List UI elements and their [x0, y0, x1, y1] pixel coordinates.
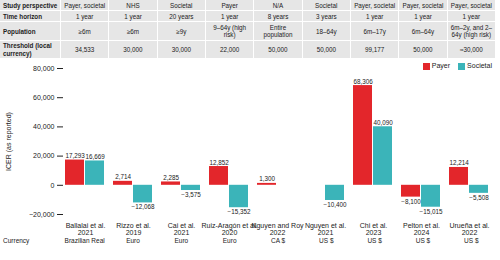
html-text:Time horizon: Time horizon [3, 12, 43, 20]
html-text:Population: Population [3, 27, 36, 35]
svg-text:0: 0 [51, 182, 55, 189]
svg-text:40,000: 40,000 [33, 124, 55, 131]
html-text:6m–64y: 6m–64y [411, 27, 435, 35]
html-text:1 year: 1 year [220, 12, 239, 20]
svg-text:−8,100: −8,100 [401, 198, 421, 205]
svg-text:Nguyen et al.2021: Nguyen et al.2021 [305, 223, 346, 237]
html-text:CA $: CA $ [270, 237, 285, 245]
html-text:Euro: Euro [174, 237, 189, 245]
html-text:22,000: 22,000 [220, 46, 240, 53]
svg-text:2,285: 2,285 [163, 174, 179, 181]
html-text:3 years: 3 years [316, 12, 337, 20]
svg-text:−20,000: −20,000 [29, 211, 55, 218]
html-text:Payer, societal: Payer, societal [64, 1, 106, 9]
svg-text:1,300: 1,300 [259, 176, 275, 183]
svg-text:−15,352: −15,352 [228, 209, 251, 216]
html-text:1 year: 1 year [124, 12, 142, 20]
svg-text:17,293: 17,293 [65, 152, 85, 159]
html-text:Study perspective: Study perspective [3, 1, 58, 9]
html-text:≈30,000: ≈30,000 [460, 46, 483, 53]
svg-text:12,852: 12,852 [209, 159, 229, 166]
html-text:50,000: 50,000 [268, 46, 288, 53]
svg-text:Rizzo et al.2019: Rizzo et al.2019 [116, 223, 151, 237]
html-text:30,000: 30,000 [123, 46, 143, 53]
html-text:US $: US $ [464, 237, 479, 245]
html-text:50,000: 50,000 [316, 46, 336, 53]
html-text:1 year: 1 year [462, 12, 481, 20]
html-text:9–64y (high risk): 9–64y (high risk) [213, 24, 247, 39]
html-text:1 year: 1 year [365, 12, 384, 20]
html-text:≥6m: ≥6m [78, 27, 91, 35]
html-text:Brazilian Real: Brazilian Real [64, 237, 105, 245]
svg-text:Chi et al.2023: Chi et al.2023 [360, 223, 388, 237]
svg-text:Nguyen and Roy2022: Nguyen and Roy2022 [251, 223, 304, 237]
html-text:Payer: Payer [431, 62, 451, 70]
html-text:Societal: Societal [315, 1, 338, 9]
html-text:N/A: N/A [272, 1, 284, 9]
html-text:20 years: 20 years [169, 12, 194, 20]
svg-text:40,090: 40,090 [373, 119, 393, 126]
svg-text:Ruiz-Aragón et al.2020: Ruiz-Aragón et al.2020 [201, 223, 257, 237]
html-text:Entire population: Entire population [263, 24, 293, 39]
svg-text:ICER (as reported): ICER (as reported) [5, 113, 13, 172]
html-text:50,000: 50,000 [413, 46, 433, 53]
html-text:Payer, societal: Payer, societal [354, 1, 396, 9]
svg-text:20,000: 20,000 [33, 153, 55, 160]
svg-text:−3,575: −3,575 [181, 191, 201, 198]
svg-text:80,000: 80,000 [33, 65, 55, 72]
html-text:99,177: 99,177 [365, 46, 385, 53]
html-text:1 year: 1 year [75, 12, 94, 20]
html-text:Euro: Euro [126, 237, 140, 245]
html-text:Euro: Euro [222, 237, 237, 245]
html-text:Currency: Currency [3, 237, 30, 245]
svg-text:12,214: 12,214 [449, 160, 469, 167]
svg-text:Cai et al.2021: Cai et al.2021 [168, 223, 196, 237]
html-text:≥9y: ≥9y [176, 27, 187, 35]
svg-text:Urueña et al.2022: Urueña et al.2022 [449, 223, 489, 237]
svg-text:60,000: 60,000 [33, 94, 55, 101]
html-text:NHS: NHS [126, 1, 140, 9]
svg-text:−10,400: −10,400 [324, 201, 347, 208]
svg-text:Pelton et al.2024: Pelton et al.2024 [403, 223, 440, 237]
html-text:8 years: 8 years [267, 12, 289, 20]
svg-text:16,669: 16,669 [85, 153, 105, 160]
svg-text:2,714: 2,714 [115, 174, 131, 181]
html-text:6m–2y, and 2–64y (high risk): 6m–2y, and 2–64y (high risk) [450, 24, 492, 39]
html-text:Payer, societal: Payer, societal [402, 1, 444, 9]
html-text:≥6m: ≥6m [126, 27, 140, 35]
html-text:US $: US $ [319, 237, 334, 245]
svg-text:68,306: 68,306 [353, 78, 373, 85]
html-text:Societal: Societal [467, 62, 492, 70]
svg-text:Ballalai et al.2021: Ballalai et al.2021 [66, 223, 106, 237]
svg-text:−12,068: −12,068 [132, 204, 155, 211]
html-text:34,533: 34,533 [75, 46, 95, 53]
html-text:30,000: 30,000 [171, 46, 191, 53]
html-text:US $: US $ [367, 237, 382, 245]
html-text:Threshold (local currency): Threshold (local currency) [3, 42, 52, 57]
html-text:Payer, societal: Payer, societal [450, 1, 492, 9]
html-text:Payer: Payer [221, 1, 238, 9]
html-text:US $: US $ [415, 237, 431, 245]
html-text:Societal: Societal [170, 1, 193, 9]
html-text:18–64y: 18–64y [316, 27, 337, 35]
html-text:6m–17y: 6m–17y [363, 27, 386, 35]
html-text:1 year: 1 year [414, 12, 432, 20]
svg-text:−15,015: −15,015 [420, 208, 443, 215]
svg-text:−5,508: −5,508 [469, 194, 489, 201]
